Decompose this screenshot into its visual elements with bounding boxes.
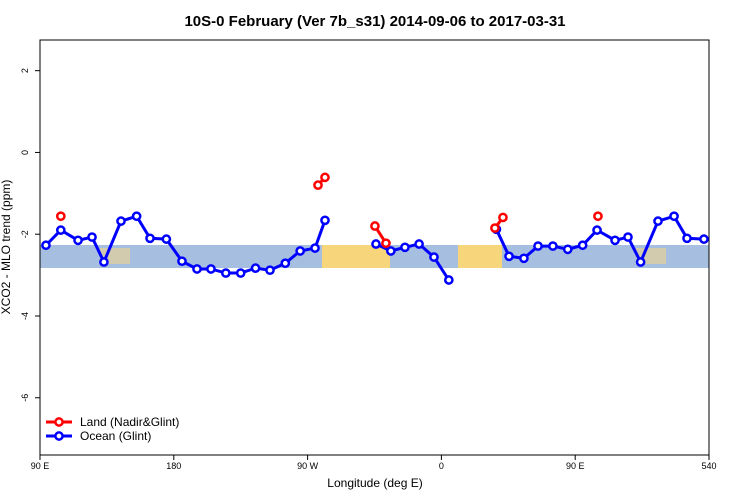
data-point [177, 256, 187, 267]
data-point [320, 172, 330, 183]
legend-label: Ocean (Glint) [80, 429, 151, 443]
map-band [40, 245, 709, 268]
data-point [161, 234, 172, 244]
data-point [220, 268, 231, 278]
data-point [99, 257, 109, 267]
data-point [498, 212, 508, 223]
data-point [653, 216, 663, 226]
data-point [87, 232, 97, 242]
data-point [548, 241, 558, 251]
data-point [414, 239, 424, 249]
data-point [310, 243, 320, 253]
data-point [593, 211, 603, 222]
data-point [592, 225, 602, 235]
data-point [116, 216, 126, 226]
data-point [623, 232, 633, 242]
data-point [55, 211, 66, 222]
y-tick-label: 2 [20, 68, 30, 73]
data-point [519, 253, 529, 264]
x-tick-label: 90 W [297, 461, 319, 471]
land-band [322, 245, 390, 268]
legend-label: Land (Nadir&Glint) [80, 415, 179, 429]
data-point [145, 233, 155, 244]
y-tick-label: -4 [20, 312, 30, 320]
x-tick-label: 540 [701, 461, 716, 471]
data-point [562, 244, 573, 255]
data-point [370, 221, 380, 231]
data-point [371, 239, 381, 249]
data-point [280, 258, 291, 269]
chart-title: 10S-0 February (Ver 7b_s31) 2014-09-06 t… [184, 13, 565, 30]
data-point [41, 240, 51, 251]
data-point [381, 238, 391, 249]
data-point [490, 223, 500, 233]
x-tick-label: 180 [166, 461, 181, 471]
data-point [295, 246, 306, 256]
y-axis-label: XCO2 - MLO trend (ppm) [0, 180, 13, 315]
x-tick-label: 0 [439, 461, 444, 471]
data-point [577, 240, 588, 251]
x-tick-label: 90 E [566, 461, 585, 471]
data-point [192, 264, 202, 274]
y-tick-label: -6 [20, 394, 30, 402]
data-point [533, 241, 543, 251]
data-point [313, 180, 323, 190]
data-point [265, 265, 275, 276]
data-point [429, 252, 439, 262]
plot-frame [39, 39, 710, 456]
data-point [320, 215, 330, 226]
y-tick-label: -2 [20, 230, 30, 238]
data-point [699, 234, 709, 244]
y-tick-label: 0 [20, 150, 30, 155]
data-point [400, 242, 410, 253]
land-band [458, 245, 502, 268]
data-point [131, 211, 142, 222]
data-point [635, 257, 646, 267]
data-point [73, 235, 83, 246]
data-point [386, 246, 396, 256]
data-point [682, 233, 692, 244]
legend-marker [54, 431, 64, 441]
x-axis-label: Longitude (deg E) [327, 476, 422, 490]
data-point [250, 263, 261, 273]
data-point [235, 268, 246, 278]
x-tick-label: 90 E [31, 461, 50, 471]
data-point [443, 275, 454, 285]
data-point [206, 264, 216, 274]
legend-marker [54, 417, 64, 427]
data-point [55, 225, 66, 235]
legend: Land (Nadir&Glint)Ocean (Glint) [46, 415, 179, 443]
data-point [504, 251, 514, 262]
data-point [610, 235, 620, 246]
data-point [669, 211, 679, 222]
